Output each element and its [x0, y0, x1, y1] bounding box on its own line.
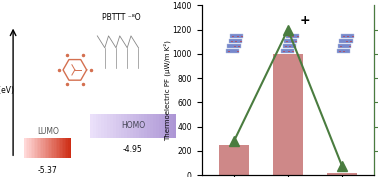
- Bar: [156, 114, 159, 138]
- FancyBboxPatch shape: [336, 49, 350, 53]
- Bar: [144, 114, 147, 138]
- Bar: [219, 145, 249, 175]
- Bar: [29, 138, 31, 158]
- Bar: [164, 114, 167, 138]
- Bar: [93, 114, 96, 138]
- Bar: [31, 138, 32, 158]
- Bar: [37, 138, 38, 158]
- FancyBboxPatch shape: [228, 44, 241, 48]
- Bar: [153, 114, 156, 138]
- Bar: [167, 114, 170, 138]
- Bar: [327, 173, 357, 175]
- Bar: [40, 138, 42, 158]
- Bar: [141, 114, 144, 138]
- Bar: [26, 138, 28, 158]
- Bar: [133, 114, 136, 138]
- FancyBboxPatch shape: [283, 44, 296, 48]
- FancyBboxPatch shape: [226, 49, 239, 53]
- FancyBboxPatch shape: [284, 39, 297, 43]
- Bar: [32, 138, 34, 158]
- Bar: [90, 114, 93, 138]
- Bar: [60, 138, 62, 158]
- Bar: [121, 114, 124, 138]
- Text: -5.37: -5.37: [38, 166, 57, 175]
- Bar: [101, 114, 104, 138]
- Bar: [124, 114, 127, 138]
- Bar: [56, 138, 57, 158]
- Text: E (eV): E (eV): [0, 86, 14, 95]
- Bar: [273, 54, 303, 175]
- Text: PBTTT ⁻⁸O: PBTTT ⁻⁸O: [102, 13, 141, 22]
- Bar: [113, 114, 116, 138]
- Bar: [49, 138, 51, 158]
- Bar: [65, 138, 67, 158]
- FancyBboxPatch shape: [281, 49, 294, 53]
- Bar: [170, 114, 173, 138]
- Bar: [70, 138, 71, 158]
- Bar: [159, 114, 161, 138]
- Bar: [130, 114, 133, 138]
- Text: LUMO: LUMO: [37, 127, 59, 136]
- Text: HOMO: HOMO: [121, 121, 145, 130]
- Bar: [48, 138, 49, 158]
- Bar: [57, 138, 59, 158]
- Bar: [136, 114, 139, 138]
- Bar: [38, 138, 40, 158]
- Bar: [110, 114, 113, 138]
- Bar: [104, 114, 107, 138]
- Bar: [96, 114, 98, 138]
- Bar: [161, 114, 164, 138]
- Bar: [24, 138, 26, 158]
- Bar: [98, 114, 101, 138]
- Bar: [42, 138, 43, 158]
- Bar: [59, 138, 60, 158]
- Bar: [43, 138, 45, 158]
- Bar: [147, 114, 150, 138]
- Bar: [46, 138, 48, 158]
- Bar: [28, 138, 29, 158]
- FancyBboxPatch shape: [341, 34, 354, 38]
- Bar: [118, 114, 121, 138]
- Bar: [67, 138, 68, 158]
- FancyBboxPatch shape: [230, 34, 243, 38]
- Y-axis label: Thermoelectric PF (μW/m K²): Thermoelectric PF (μW/m K²): [164, 40, 171, 141]
- Bar: [53, 138, 54, 158]
- Bar: [54, 138, 56, 158]
- Text: -4.95: -4.95: [123, 145, 143, 154]
- FancyBboxPatch shape: [339, 39, 353, 43]
- Bar: [127, 114, 130, 138]
- Bar: [35, 138, 37, 158]
- FancyBboxPatch shape: [338, 44, 351, 48]
- Bar: [116, 114, 118, 138]
- Bar: [62, 138, 63, 158]
- Bar: [45, 138, 46, 158]
- Text: +: +: [300, 14, 310, 27]
- FancyBboxPatch shape: [286, 34, 299, 38]
- Bar: [68, 138, 70, 158]
- Bar: [51, 138, 53, 158]
- Bar: [63, 138, 65, 158]
- Bar: [107, 114, 110, 138]
- Bar: [139, 114, 141, 138]
- Bar: [150, 114, 153, 138]
- FancyBboxPatch shape: [229, 39, 242, 43]
- Bar: [34, 138, 35, 158]
- Bar: [173, 114, 176, 138]
